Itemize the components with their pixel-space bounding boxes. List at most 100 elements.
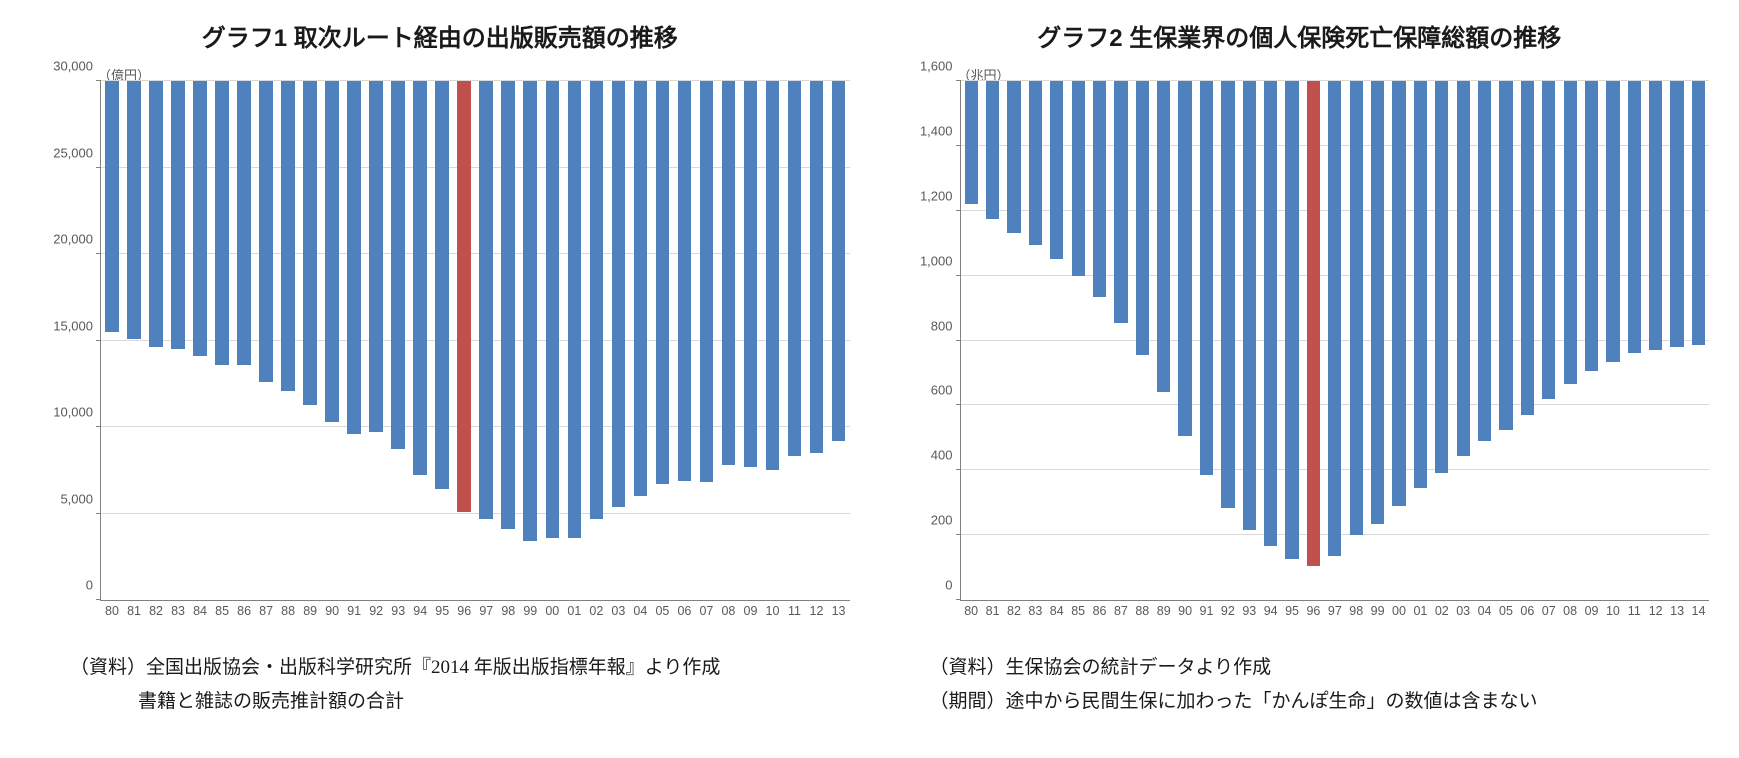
bar-slot: 98	[497, 81, 519, 600]
bar	[193, 81, 207, 356]
bar	[810, 81, 824, 453]
bar-slot: 92	[1217, 81, 1238, 600]
xtick-label: 83	[1028, 600, 1042, 618]
bar	[369, 81, 383, 432]
bar	[1350, 81, 1363, 535]
bar-slot: 89	[299, 81, 321, 600]
xtick-label: 14	[1692, 600, 1706, 618]
chart2-plot: 02004006008001,0001,2001,4001,6008081828…	[960, 81, 1710, 601]
xtick-label: 13	[1670, 600, 1684, 618]
bar	[105, 81, 119, 332]
bar-slot: 01	[563, 81, 585, 600]
bar-slot: 87	[255, 81, 277, 600]
bar-slot: 83	[167, 81, 189, 600]
xtick-label: 92	[1221, 600, 1235, 618]
xtick-label: 95	[435, 600, 449, 618]
xtick-label: 98	[501, 600, 515, 618]
bar-slot: 11	[1624, 81, 1645, 600]
bar	[479, 81, 493, 519]
bar	[149, 81, 163, 347]
bar	[1307, 81, 1320, 566]
bar-slot: 99	[1367, 81, 1388, 600]
bar	[1499, 81, 1512, 430]
bar-slot: 94	[1260, 81, 1281, 600]
xtick-label: 93	[391, 600, 405, 618]
bar	[1606, 81, 1619, 362]
xtick-label: 03	[1456, 600, 1470, 618]
bar	[832, 81, 846, 441]
bar	[1050, 81, 1063, 259]
bar-slot: 95	[431, 81, 453, 600]
xtick-label: 01	[1413, 600, 1427, 618]
bar-slot: 10	[1602, 81, 1623, 600]
xtick-label: 84	[193, 600, 207, 618]
ytick-label: 15,000	[53, 318, 101, 333]
bars-container: 8081828384858687888990919293949596979899…	[961, 81, 1710, 600]
bar	[986, 81, 999, 219]
bar	[1178, 81, 1191, 436]
bar-slot: 07	[1538, 81, 1559, 600]
xtick-label: 04	[633, 600, 647, 618]
bar	[1457, 81, 1470, 456]
bar	[1072, 81, 1085, 276]
xtick-label: 88	[1135, 600, 1149, 618]
ytick-label: 1,400	[920, 123, 961, 138]
bar	[1029, 81, 1042, 245]
ytick-label: 800	[931, 318, 961, 333]
bar-slot: 82	[1003, 81, 1024, 600]
bar-slot: 97	[475, 81, 497, 600]
bar	[347, 81, 361, 434]
xtick-label: 13	[832, 600, 846, 618]
bar-slot: 95	[1281, 81, 1302, 600]
xtick-label: 07	[1542, 600, 1556, 618]
ytick-label: 400	[931, 448, 961, 463]
bar	[1264, 81, 1277, 546]
bar-slot: 04	[1474, 81, 1495, 600]
bar-slot: 97	[1324, 81, 1345, 600]
bar-slot: 86	[1089, 81, 1110, 600]
xtick-label: 02	[1435, 600, 1449, 618]
bar-slot: 86	[233, 81, 255, 600]
bar-slot: 02	[1431, 81, 1452, 600]
bar-slot: 11	[783, 81, 805, 600]
ytick-label: 5,000	[60, 491, 101, 506]
xtick-label: 92	[369, 600, 383, 618]
chart1-note2: 書籍と雑誌の販売推計額の合計	[70, 685, 850, 719]
xtick-label: 87	[1114, 600, 1128, 618]
xtick-label: 81	[127, 600, 141, 618]
bar	[1628, 81, 1641, 353]
ytick-label: 10,000	[53, 405, 101, 420]
bar-slot: 84	[1046, 81, 1067, 600]
bar	[744, 81, 758, 467]
bar-slot: 05	[1495, 81, 1516, 600]
xtick-label: 86	[237, 600, 251, 618]
xtick-label: 99	[523, 600, 537, 618]
xtick-label: 85	[1071, 600, 1085, 618]
bar	[678, 81, 692, 481]
xtick-label: 82	[149, 600, 163, 618]
bar	[590, 81, 604, 519]
ytick-label: 1,200	[920, 188, 961, 203]
chart1-plot: 05,00010,00015,00020,00025,00030,0008081…	[100, 81, 850, 601]
xtick-label: 89	[303, 600, 317, 618]
xtick-label: 90	[325, 600, 339, 618]
bar	[127, 81, 141, 339]
bar-slot: 06	[673, 81, 695, 600]
bar	[1093, 81, 1106, 297]
bar-slot: 07	[695, 81, 717, 600]
bar-slot: 98	[1346, 81, 1367, 600]
bar	[281, 81, 295, 391]
bar-slot: 09	[739, 81, 761, 600]
xtick-label: 09	[1585, 600, 1599, 618]
bar-slot: 14	[1688, 81, 1709, 600]
bar-slot: 03	[607, 81, 629, 600]
ytick-label: 30,000	[53, 59, 101, 74]
bar-slot: 85	[1067, 81, 1088, 600]
xtick-label: 01	[567, 600, 581, 618]
xtick-label: 00	[545, 600, 559, 618]
xtick-label: 85	[215, 600, 229, 618]
chart2-notes: （資料）生保協会の統計データより作成 （期間）途中から民間生保に加わった「かんぽ…	[890, 611, 1710, 719]
xtick-label: 12	[1649, 600, 1663, 618]
bar	[612, 81, 626, 507]
xtick-label: 81	[986, 600, 1000, 618]
